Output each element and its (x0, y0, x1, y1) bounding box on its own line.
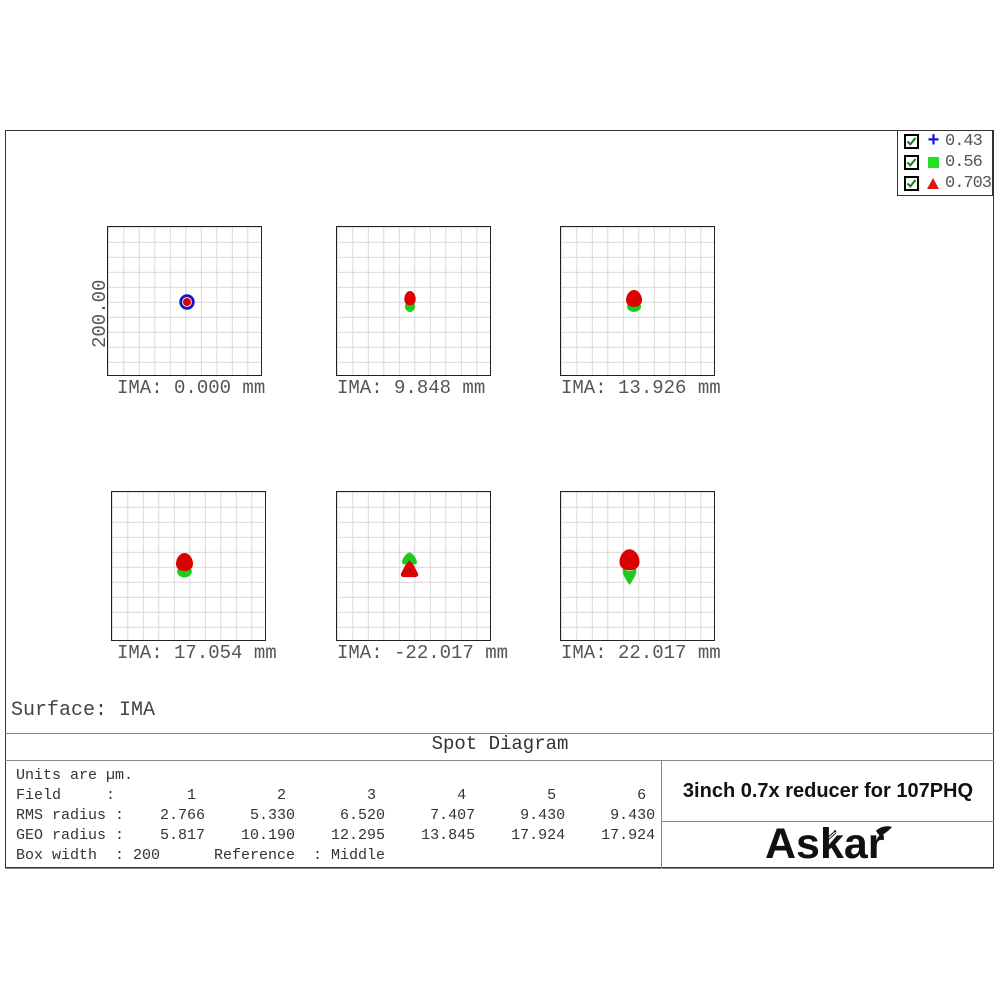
svg-text:Askar: Askar (765, 825, 885, 865)
